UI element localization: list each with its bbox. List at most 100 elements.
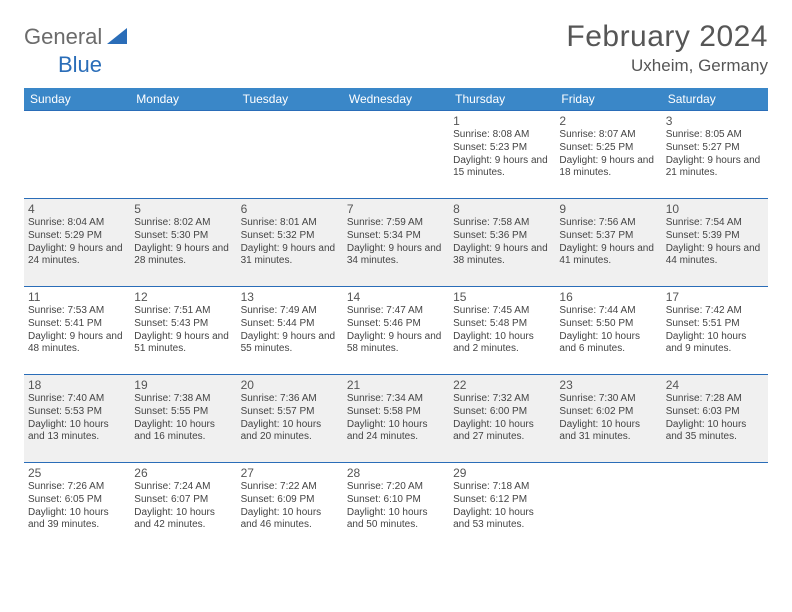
- day-details: Sunrise: 7:58 AMSunset: 5:36 PMDaylight:…: [453, 217, 551, 268]
- day-number: 5: [134, 202, 232, 216]
- day-number: 2: [559, 114, 657, 128]
- calendar-day-cell: 25Sunrise: 7:26 AMSunset: 6:05 PMDayligh…: [24, 463, 130, 551]
- day-number: 21: [347, 378, 445, 392]
- logo-text-general: General: [24, 24, 102, 50]
- day-number: 23: [559, 378, 657, 392]
- day-details: Sunrise: 7:34 AMSunset: 5:58 PMDaylight:…: [347, 393, 445, 444]
- day-details: Sunrise: 7:26 AMSunset: 6:05 PMDaylight:…: [28, 481, 126, 532]
- day-number: 7: [347, 202, 445, 216]
- calendar-day-cell: 15Sunrise: 7:45 AMSunset: 5:48 PMDayligh…: [449, 287, 555, 375]
- calendar-day-cell: 13Sunrise: 7:49 AMSunset: 5:44 PMDayligh…: [237, 287, 343, 375]
- calendar-day-cell: 22Sunrise: 7:32 AMSunset: 6:00 PMDayligh…: [449, 375, 555, 463]
- weekday-header: Saturday: [662, 88, 768, 111]
- day-number: 11: [28, 290, 126, 304]
- day-number: 28: [347, 466, 445, 480]
- calendar-day-cell: 9Sunrise: 7:56 AMSunset: 5:37 PMDaylight…: [555, 199, 661, 287]
- day-number: 22: [453, 378, 551, 392]
- day-details: Sunrise: 7:59 AMSunset: 5:34 PMDaylight:…: [347, 217, 445, 268]
- day-number: 10: [666, 202, 764, 216]
- logo-text-blue: Blue: [58, 52, 102, 77]
- day-details: Sunrise: 7:51 AMSunset: 5:43 PMDaylight:…: [134, 305, 232, 356]
- day-number: 12: [134, 290, 232, 304]
- day-number: 17: [666, 290, 764, 304]
- day-details: Sunrise: 7:56 AMSunset: 5:37 PMDaylight:…: [559, 217, 657, 268]
- calendar-day-cell: 14Sunrise: 7:47 AMSunset: 5:46 PMDayligh…: [343, 287, 449, 375]
- calendar-day-cell: [343, 111, 449, 199]
- calendar-week-row: 4Sunrise: 8:04 AMSunset: 5:29 PMDaylight…: [24, 199, 768, 287]
- calendar-day-cell: 16Sunrise: 7:44 AMSunset: 5:50 PMDayligh…: [555, 287, 661, 375]
- calendar-day-cell: 21Sunrise: 7:34 AMSunset: 5:58 PMDayligh…: [343, 375, 449, 463]
- day-details: Sunrise: 7:40 AMSunset: 5:53 PMDaylight:…: [28, 393, 126, 444]
- calendar-day-cell: 8Sunrise: 7:58 AMSunset: 5:36 PMDaylight…: [449, 199, 555, 287]
- day-details: Sunrise: 8:04 AMSunset: 5:29 PMDaylight:…: [28, 217, 126, 268]
- calendar-day-cell: 1Sunrise: 8:08 AMSunset: 5:23 PMDaylight…: [449, 111, 555, 199]
- logo: General: [24, 20, 129, 50]
- calendar-day-cell: 17Sunrise: 7:42 AMSunset: 5:51 PMDayligh…: [662, 287, 768, 375]
- day-details: Sunrise: 8:01 AMSunset: 5:32 PMDaylight:…: [241, 217, 339, 268]
- calendar-day-cell: 4Sunrise: 8:04 AMSunset: 5:29 PMDaylight…: [24, 199, 130, 287]
- calendar-day-cell: 6Sunrise: 8:01 AMSunset: 5:32 PMDaylight…: [237, 199, 343, 287]
- calendar-table: Sunday Monday Tuesday Wednesday Thursday…: [24, 88, 768, 551]
- location: Uxheim, Germany: [566, 56, 768, 76]
- header: General February 2024 Uxheim, Germany: [24, 20, 768, 76]
- day-number: 24: [666, 378, 764, 392]
- calendar-day-cell: [130, 111, 236, 199]
- calendar-day-cell: 2Sunrise: 8:07 AMSunset: 5:25 PMDaylight…: [555, 111, 661, 199]
- day-details: Sunrise: 7:30 AMSunset: 6:02 PMDaylight:…: [559, 393, 657, 444]
- day-details: Sunrise: 8:02 AMSunset: 5:30 PMDaylight:…: [134, 217, 232, 268]
- calendar-day-cell: 5Sunrise: 8:02 AMSunset: 5:30 PMDaylight…: [130, 199, 236, 287]
- day-details: Sunrise: 7:38 AMSunset: 5:55 PMDaylight:…: [134, 393, 232, 444]
- calendar-day-cell: 7Sunrise: 7:59 AMSunset: 5:34 PMDaylight…: [343, 199, 449, 287]
- day-number: 25: [28, 466, 126, 480]
- day-number: 4: [28, 202, 126, 216]
- day-details: Sunrise: 7:47 AMSunset: 5:46 PMDaylight:…: [347, 305, 445, 356]
- day-details: Sunrise: 7:36 AMSunset: 5:57 PMDaylight:…: [241, 393, 339, 444]
- calendar-day-cell: [237, 111, 343, 199]
- day-details: Sunrise: 7:28 AMSunset: 6:03 PMDaylight:…: [666, 393, 764, 444]
- day-details: Sunrise: 7:18 AMSunset: 6:12 PMDaylight:…: [453, 481, 551, 532]
- day-number: 27: [241, 466, 339, 480]
- day-number: 9: [559, 202, 657, 216]
- day-number: 29: [453, 466, 551, 480]
- weekday-header: Wednesday: [343, 88, 449, 111]
- calendar-day-cell: 3Sunrise: 8:05 AMSunset: 5:27 PMDaylight…: [662, 111, 768, 199]
- calendar-header-row: Sunday Monday Tuesday Wednesday Thursday…: [24, 88, 768, 111]
- calendar-day-cell: 18Sunrise: 7:40 AMSunset: 5:53 PMDayligh…: [24, 375, 130, 463]
- day-number: 19: [134, 378, 232, 392]
- day-details: Sunrise: 7:20 AMSunset: 6:10 PMDaylight:…: [347, 481, 445, 532]
- weekday-header: Sunday: [24, 88, 130, 111]
- weekday-header: Friday: [555, 88, 661, 111]
- weekday-header: Monday: [130, 88, 236, 111]
- day-details: Sunrise: 8:08 AMSunset: 5:23 PMDaylight:…: [453, 129, 551, 180]
- day-details: Sunrise: 7:54 AMSunset: 5:39 PMDaylight:…: [666, 217, 764, 268]
- calendar-day-cell: 10Sunrise: 7:54 AMSunset: 5:39 PMDayligh…: [662, 199, 768, 287]
- calendar-day-cell: 28Sunrise: 7:20 AMSunset: 6:10 PMDayligh…: [343, 463, 449, 551]
- day-number: 1: [453, 114, 551, 128]
- day-details: Sunrise: 7:42 AMSunset: 5:51 PMDaylight:…: [666, 305, 764, 356]
- month-title: February 2024: [566, 20, 768, 54]
- day-number: 26: [134, 466, 232, 480]
- logo-triangle-icon: [107, 24, 127, 50]
- day-details: Sunrise: 7:22 AMSunset: 6:09 PMDaylight:…: [241, 481, 339, 532]
- day-number: 14: [347, 290, 445, 304]
- day-details: Sunrise: 7:24 AMSunset: 6:07 PMDaylight:…: [134, 481, 232, 532]
- calendar-day-cell: [24, 111, 130, 199]
- title-block: February 2024 Uxheim, Germany: [566, 20, 768, 76]
- calendar-day-cell: 29Sunrise: 7:18 AMSunset: 6:12 PMDayligh…: [449, 463, 555, 551]
- day-number: 3: [666, 114, 764, 128]
- calendar-week-row: 1Sunrise: 8:08 AMSunset: 5:23 PMDaylight…: [24, 111, 768, 199]
- day-number: 8: [453, 202, 551, 216]
- weekday-header: Thursday: [449, 88, 555, 111]
- day-number: 6: [241, 202, 339, 216]
- day-number: 20: [241, 378, 339, 392]
- calendar-day-cell: 27Sunrise: 7:22 AMSunset: 6:09 PMDayligh…: [237, 463, 343, 551]
- day-number: 18: [28, 378, 126, 392]
- day-number: 16: [559, 290, 657, 304]
- calendar-day-cell: [555, 463, 661, 551]
- day-details: Sunrise: 7:49 AMSunset: 5:44 PMDaylight:…: [241, 305, 339, 356]
- day-number: 13: [241, 290, 339, 304]
- calendar-day-cell: 23Sunrise: 7:30 AMSunset: 6:02 PMDayligh…: [555, 375, 661, 463]
- day-details: Sunrise: 7:45 AMSunset: 5:48 PMDaylight:…: [453, 305, 551, 356]
- calendar-week-row: 25Sunrise: 7:26 AMSunset: 6:05 PMDayligh…: [24, 463, 768, 551]
- calendar-body: 1Sunrise: 8:08 AMSunset: 5:23 PMDaylight…: [24, 111, 768, 551]
